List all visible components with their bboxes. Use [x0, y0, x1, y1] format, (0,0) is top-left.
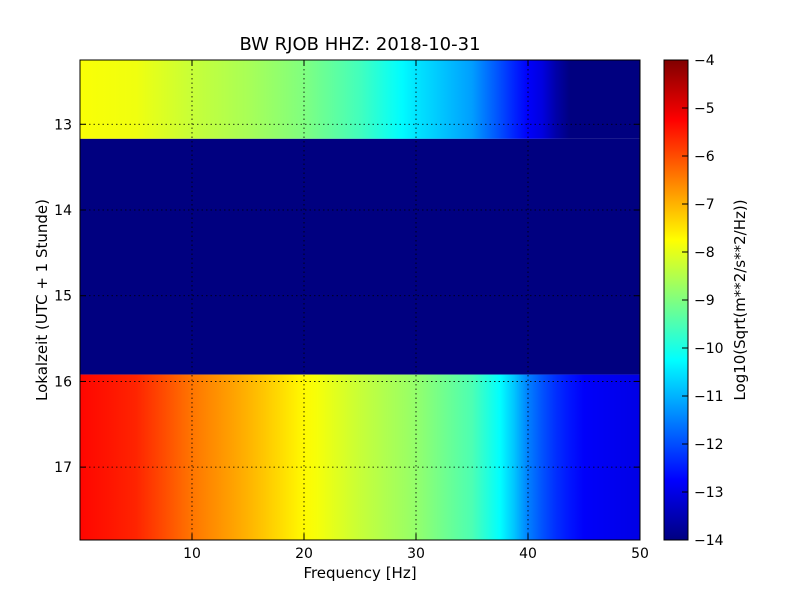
- heatmap-cells: [80, 60, 640, 540]
- y-tick-label: 17: [54, 460, 72, 476]
- spectrogram-plot: 10 20 30 40 50 13 14 15 16 17: [54, 59, 649, 562]
- colorbar-tick-label: −4: [694, 53, 715, 69]
- heatmap-segment: [80, 374, 640, 540]
- x-tick-label: 20: [295, 546, 313, 562]
- y-tick-label: 16: [54, 374, 72, 390]
- colorbar-tick-label: −13: [694, 485, 724, 501]
- colorbar-label: Log10(Sqrt(m**2/s**2/Hz)): [731, 199, 749, 400]
- heatmap-segment: [80, 60, 640, 139]
- colorbar-tick-label: −9: [694, 293, 715, 309]
- heatmap-segment: [80, 138, 640, 375]
- colorbar-tick-label: −7: [694, 197, 715, 213]
- colorbar-ticks: −4 −5 −6 −7 −8 −9 −10 −11 −12 −13 −14: [682, 53, 724, 549]
- y-tick-label: 13: [54, 117, 72, 133]
- x-tick-label: 50: [631, 546, 649, 562]
- colorbar: −4 −5 −6 −7 −8 −9 −10 −11 −12 −13 −14: [663, 53, 724, 549]
- y-tick-label: 14: [54, 203, 72, 219]
- axes-frame: [79, 59, 641, 541]
- y-tick-label: 15: [54, 289, 72, 305]
- chart-title: BW RJOB HHZ: 2018-10-31: [239, 34, 480, 55]
- x-axis-label: Frequency [Hz]: [303, 564, 416, 582]
- colorbar-tick-label: −12: [694, 437, 724, 453]
- colorbar-tick-label: −10: [694, 341, 724, 357]
- colorbar-tick-label: −11: [694, 389, 724, 405]
- colorbar-tick-label: −6: [694, 149, 715, 165]
- y-axis-label: Lokalzeit (UTC + 1 Stunde): [33, 199, 51, 401]
- x-tick-label: 40: [519, 546, 537, 562]
- colorbar-tick-label: −14: [694, 533, 724, 549]
- x-axis-ticks: 10 20 30 40 50: [183, 60, 649, 562]
- colorbar-tick-label: −5: [694, 101, 715, 117]
- colorbar-tick-label: −8: [694, 245, 715, 261]
- x-tick-label: 30: [407, 546, 425, 562]
- y-axis-ticks: 13 14 15 16 17: [54, 117, 640, 476]
- grid-lines: [80, 60, 640, 540]
- x-tick-label: 10: [183, 546, 201, 562]
